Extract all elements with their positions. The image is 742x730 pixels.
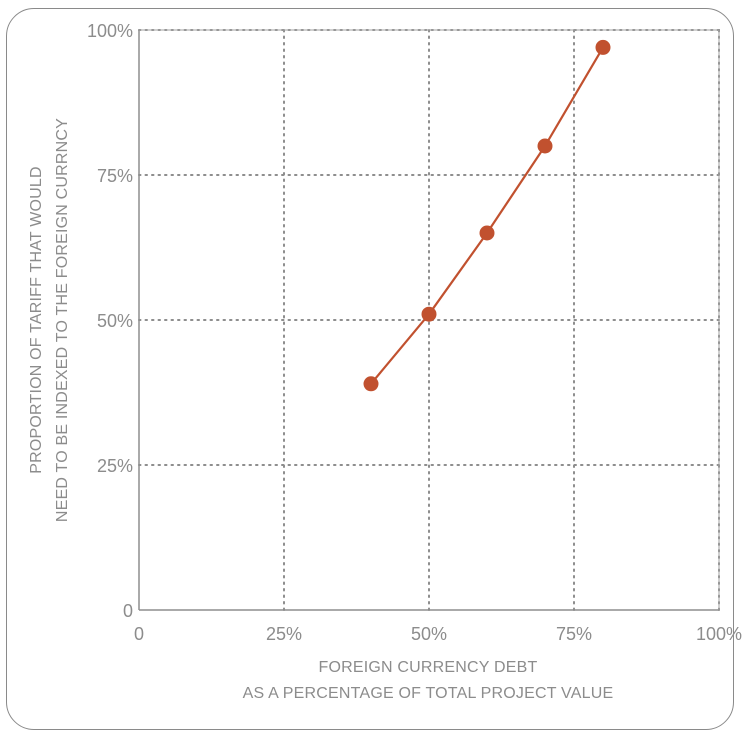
y-tick-label-4: 100% [87, 21, 133, 41]
x-tick-label-0: 0 [134, 624, 144, 644]
data-point-1 [421, 306, 437, 322]
x-tick-label-1: 25% [266, 624, 302, 644]
x-tick-label-2: 50% [411, 624, 447, 644]
data-point-2 [479, 225, 495, 241]
y-tick-label-2: 50% [97, 311, 133, 331]
x-axis-title-line-1: FOREIGN CURRENCY DEBT [318, 659, 537, 676]
y-axis-title-line-1: PROPORTION OF TARIFF THAT WOULD [28, 166, 45, 474]
x-tick-label-4: 100% [696, 624, 742, 644]
series [363, 39, 611, 392]
series-line-0 [370, 46, 604, 385]
data-point-4 [595, 39, 611, 55]
line-chart: 0 25% 50% 75% 100% 0 25% 50% 75% 100% FOREIGN CUR… [28, 21, 742, 702]
y-axis-title-line-2: NEED TO BE INDEXED TO THE FOREIGN CURRNC… [54, 118, 71, 522]
data-point-3 [537, 138, 553, 154]
data-point-0 [363, 376, 379, 392]
y-tick-label-0: 0 [123, 601, 133, 621]
y-tick-label-1: 25% [97, 456, 133, 476]
y-tick-label-3: 75% [97, 166, 133, 186]
x-tick-label-3: 75% [556, 624, 592, 644]
axes [138, 29, 720, 611]
tick-labels: 0 25% 50% 75% 100% 0 25% 50% 75% 100% [87, 21, 742, 644]
x-axis-title-line-2: AS A PERCENTAGE OF TOTAL PROJECT VALUE [243, 685, 614, 702]
